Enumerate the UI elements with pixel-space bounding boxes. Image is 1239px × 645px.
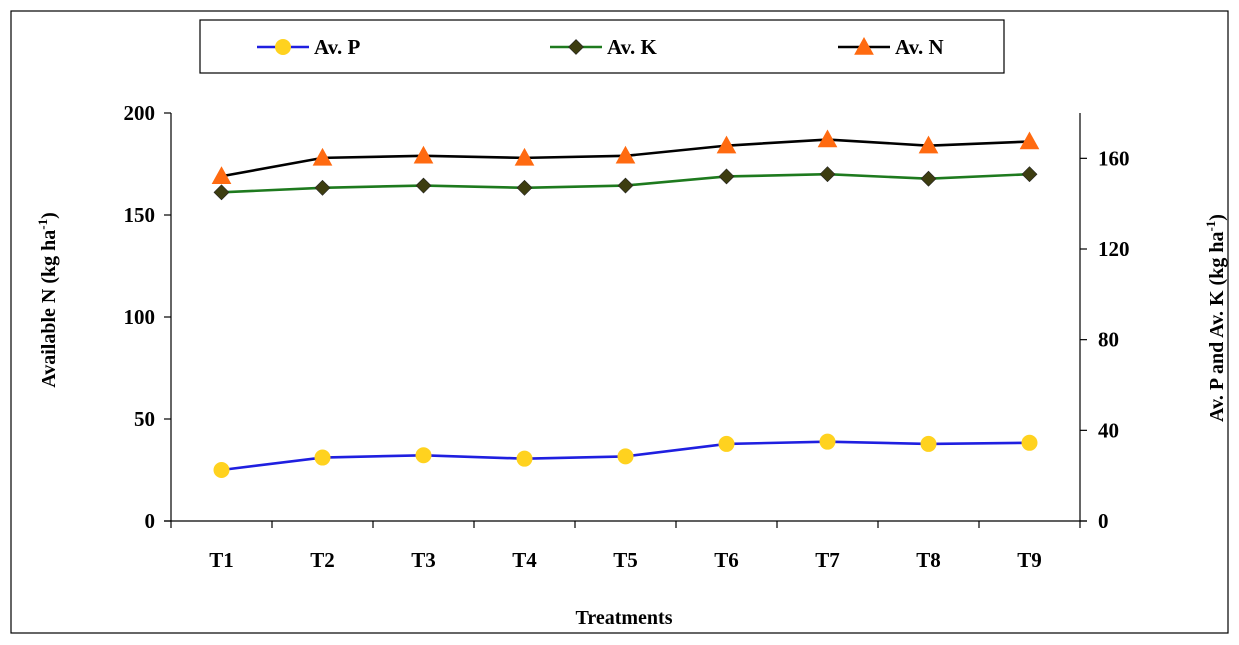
y-right-tick-label: 80 [1098,328,1119,352]
x-tick-label: T9 [1017,548,1042,572]
x-tick-label: T4 [512,548,537,572]
y-axis-right-title: Av. P and Av. K (kg ha-1) [1203,214,1228,422]
y-right-tick-label: 40 [1098,418,1119,442]
data-point-av-n [514,147,535,166]
data-point-av-k [617,177,634,194]
data-point-av-n [817,129,838,148]
x-tick-label: T5 [613,548,638,572]
x-tick-label: T7 [815,548,840,572]
data-point-av-k [314,179,331,196]
x-tick-label: T8 [916,548,941,572]
y-left-tick-label: 100 [124,305,156,329]
legend-marker-av-p [275,39,291,55]
legend-label-av-k: Av. K [607,35,657,59]
data-point-av-n [918,135,939,154]
y-left-tick-label: 50 [134,407,155,431]
data-point-av-k [516,179,533,196]
y-axis-left-title-main: Available N (kg ha [38,230,60,388]
data-point-av-p [1021,434,1038,451]
x-tick-label: T3 [411,548,436,572]
data-point-av-p [314,449,331,466]
data-point-av-k [1021,166,1038,183]
data-point-av-k [415,177,432,194]
legend-marker-av-k [568,39,584,55]
x-axis-title: Treatments [575,607,672,629]
data-point-av-p [516,450,533,467]
x-tick-label: T6 [714,548,739,572]
plot-area: 0 50 100 150 200 0 40 80 120 160 T1 T2 T3 T4 T5 T6 T7 T8 T… [124,101,1130,572]
data-point-av-k [213,184,230,201]
legend-marker-av-n [854,36,874,55]
data-point-av-n [211,166,232,184]
data-point-av-p [617,448,634,465]
y-axis-left-title-superscript: -1 [35,219,50,230]
y-axis-left-title: Available N (kg ha-1) [35,212,60,388]
data-point-av-n [413,145,434,164]
y-axis-right-title-main: Av. P and Av. K (kg ha [1206,232,1228,422]
data-point-av-p [920,435,937,452]
data-point-av-n [312,147,333,166]
y-axis-right-title-close: ) [1206,214,1228,221]
y-left-tick-label: 0 [145,509,156,533]
data-point-av-p [415,447,432,464]
y-right-tick-label: 160 [1098,146,1130,170]
data-point-av-n [1019,131,1040,150]
y-left-tick-label: 200 [124,101,156,125]
data-point-av-p [213,462,230,478]
data-point-av-k [718,168,735,185]
data-point-av-n [716,135,737,154]
legend-label-av-p: Av. P [314,35,360,59]
data-point-av-n [615,145,636,164]
y-axis-left-title-close: ) [38,212,60,219]
legend: Av. P Av. K Av. N [199,19,1005,74]
legend-label-av-n: Av. N [895,35,944,59]
chart-border [10,10,1229,634]
x-tick-label: T2 [310,548,335,572]
data-point-av-k [819,166,836,183]
data-point-av-p [819,433,836,450]
data-point-av-p [718,435,735,452]
y-axis-right-title-superscript: -1 [1203,221,1218,232]
y-left-tick-label: 150 [124,203,156,227]
x-tick-label: T1 [209,548,234,572]
y-right-tick-label: 0 [1098,509,1109,533]
data-point-av-k [920,170,937,187]
y-right-tick-label: 120 [1098,237,1130,261]
